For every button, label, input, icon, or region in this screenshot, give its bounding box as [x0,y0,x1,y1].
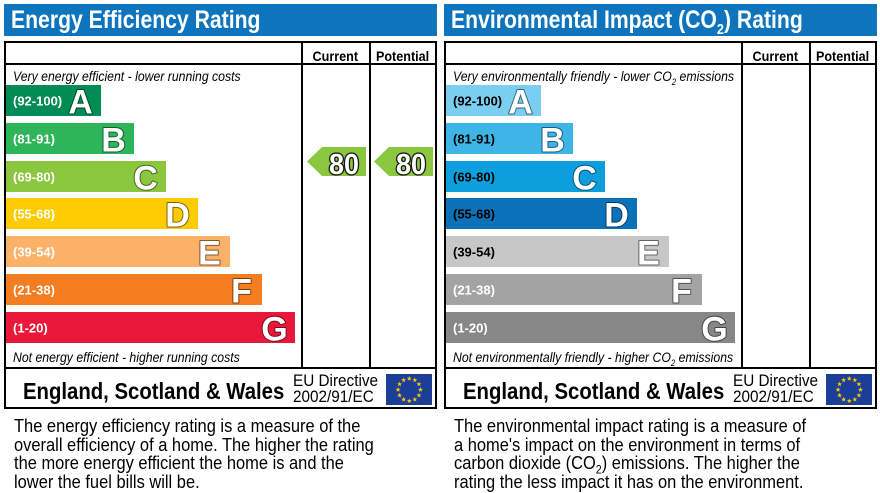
svg-text:G: G [261,311,287,345]
svg-text:B: B [101,122,126,156]
svg-text:E: E [198,235,221,269]
svg-text:G: G [701,311,727,345]
svg-text:F: F [671,273,692,307]
svg-text:80: 80 [329,149,359,176]
svg-text:C: C [133,160,158,194]
svg-text:D: D [165,197,190,231]
svg-text:E: E [637,235,660,269]
svg-text:A: A [508,84,533,118]
svg-text:80: 80 [396,149,426,176]
svg-text:B: B [540,122,565,156]
svg-text:C: C [572,160,597,194]
svg-text:F: F [231,273,252,307]
svg-text:A: A [68,84,93,118]
svg-text:D: D [604,197,629,231]
